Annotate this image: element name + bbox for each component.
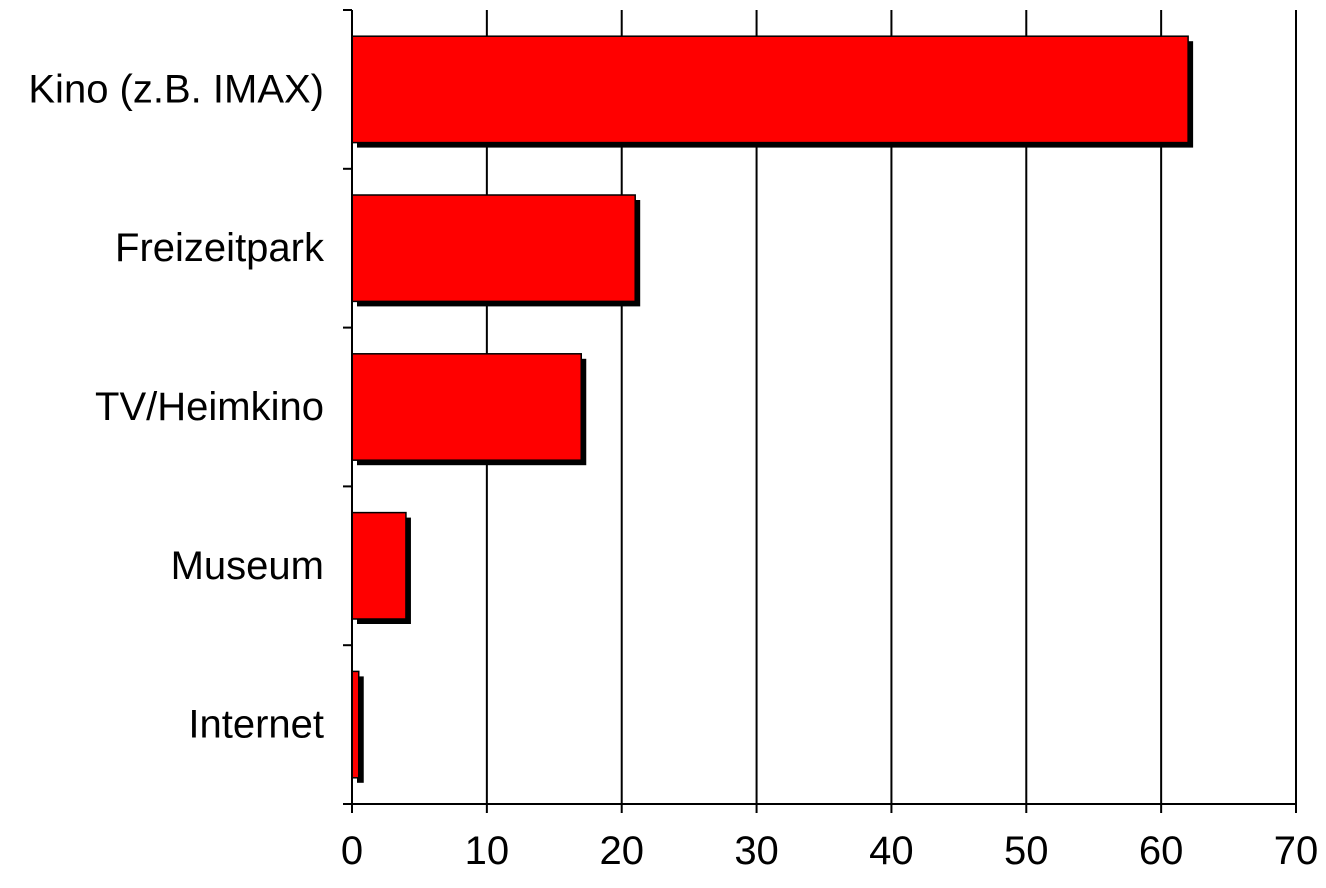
x-tick-label-50: 50	[1004, 829, 1049, 873]
category-label-2: TV/Heimkino	[95, 385, 324, 429]
x-tick-label-40: 40	[869, 829, 914, 873]
labels: Kino (z.B. IMAX) Freizeitpark TV/Heimkino M…	[28, 67, 1318, 873]
bar-1	[351, 194, 636, 303]
category-label-1: Freizeitpark	[115, 226, 325, 270]
x-tick-label-70: 70	[1274, 829, 1319, 873]
category-label-3: Museum	[171, 544, 324, 588]
axes	[343, 9, 1297, 813]
x-tick-label-30: 30	[734, 829, 779, 873]
x-tick-label-60: 60	[1139, 829, 1184, 873]
bar-2	[351, 353, 583, 461]
bar-3	[351, 511, 407, 620]
bars	[351, 35, 1194, 783]
category-label-0: Kino (z.B. IMAX)	[28, 67, 324, 111]
x-tick-label-20: 20	[599, 829, 644, 873]
category-label-4: Internet	[188, 703, 324, 747]
x-tick-label-10: 10	[465, 829, 510, 873]
bar-0	[351, 35, 1189, 144]
bar-4	[351, 670, 360, 779]
bar-shadow-4	[357, 676, 364, 783]
x-tick-label-0: 0	[341, 829, 363, 873]
